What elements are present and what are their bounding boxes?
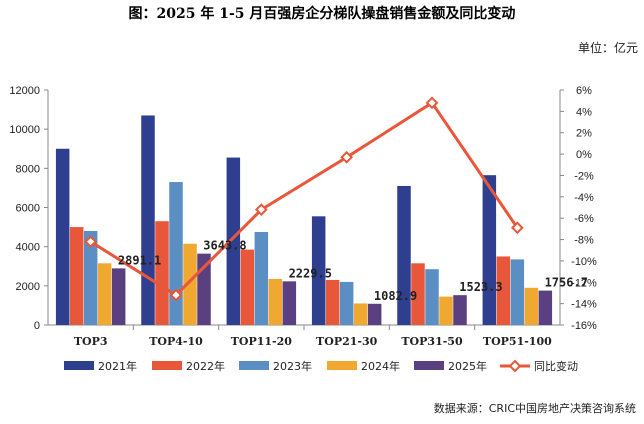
y-right-tick-label: -2% (574, 170, 594, 182)
legend-label: 2025年 (448, 359, 487, 373)
y-right-tick-label: 0% (576, 149, 592, 161)
legend-swatch-marker (508, 359, 522, 373)
y-left-tick-label: 4000 (16, 242, 40, 254)
y-right-tick-label: -4% (574, 192, 594, 204)
data-labels: 2891.1 3643.8 2229.5 1082.9 1523.3 1756.7 (118, 239, 588, 303)
y-right-tick-label: 2% (576, 128, 592, 140)
x-category-label: TOP21-30 (316, 335, 378, 348)
y-right-tick-label: -6% (574, 213, 594, 225)
yoy-marker-TOP11-20 (254, 203, 268, 217)
legend-swatch-2025年 (414, 361, 444, 370)
x-category-label: TOP51-100 (483, 335, 552, 348)
bar-2023年-TOP21-30 (339, 281, 354, 325)
legend-label: 2022年 (186, 359, 225, 373)
bar-2022年-TOP51-100 (496, 256, 511, 325)
x-category-label: TOP4-10 (149, 335, 203, 348)
bar-2024年-TOP11-20 (268, 278, 283, 325)
x-category-label: TOP3 (74, 335, 108, 348)
bar-2024年-TOP31-50 (439, 296, 453, 325)
bar-2021年-TOP51-100 (482, 175, 497, 325)
bar-2025年-TOP11-20 (282, 281, 297, 325)
legend-swatch-2022年 (152, 361, 182, 370)
bar-2023年-TOP3 (83, 231, 98, 325)
data-label: 1523.3 (459, 280, 502, 294)
y-right-tick-label: 6% (576, 85, 592, 97)
yoy-marker-TOP51-100 (510, 221, 524, 235)
bar-2025年-TOP31-50 (453, 295, 467, 325)
bar-2025年-TOP21-30 (367, 303, 382, 325)
bar-2025年-TOP51-100 (538, 290, 553, 325)
bar-2023年-TOP11-20 (254, 231, 269, 325)
bar-2021年-TOP21-30 (311, 216, 326, 325)
y-right-tick-label: 4% (576, 106, 592, 118)
y-right-tick-label: -10% (571, 256, 597, 268)
bar-2024年-TOP51-100 (524, 287, 539, 325)
legend-swatch-2021年 (64, 361, 94, 370)
yoy-marker-TOP31-50 (425, 96, 439, 110)
bar-2024年-TOP21-30 (353, 303, 368, 325)
bar-2024年-TOP3 (97, 263, 112, 325)
bar-2021年-TOP11-20 (226, 157, 241, 325)
yoy-marker-TOP3 (84, 235, 98, 249)
data-label: 1082.9 (374, 289, 417, 303)
bar-2023年-TOP4-10 (169, 182, 183, 325)
y-left-tick-label: 10000 (9, 124, 40, 136)
yoy-line-path (89, 101, 519, 297)
bar-2022年-TOP3 (69, 227, 84, 325)
yoy-marker-TOP4-10 (169, 288, 183, 302)
bar-2025年-TOP3 (111, 268, 126, 325)
bar-2022年-TOP4-10 (155, 221, 169, 325)
bar-2022年-TOP21-30 (325, 279, 340, 325)
legend-swatch-2024年 (327, 361, 357, 370)
yoy-line (84, 96, 524, 302)
legend: 2021年 2022年 2023年 2024年 2025年 同比变动 (64, 359, 578, 373)
bar-2021年-TOP4-10 (141, 115, 155, 325)
y-left-tick-label: 0 (34, 320, 40, 332)
bar-2024年-TOP4-10 (183, 243, 197, 325)
unit-label: 单位：亿元 (578, 40, 638, 55)
data-label: 2891.1 (118, 253, 161, 267)
y-left-tick-label: 2000 (16, 281, 40, 293)
y-right-tick-label: -14% (571, 299, 597, 311)
y-left-tick-label: 8000 (16, 163, 40, 175)
bar-2023年-TOP31-50 (425, 269, 439, 325)
y-right-tick-label: -8% (574, 235, 594, 247)
data-label: 3643.8 (203, 239, 246, 253)
legend-label: 2021年 (98, 359, 137, 373)
bars (55, 115, 553, 325)
bar-2023年-TOP51-100 (510, 259, 525, 325)
legend-swatch-2023年 (239, 361, 269, 370)
axes: 0 2000 4000 6000 8000 10000 12000 -16% -14% -12% -… (9, 85, 597, 348)
yoy-marker-TOP21-30 (340, 150, 354, 164)
y-left-tick-label: 6000 (16, 203, 40, 215)
source-note: 数据来源：CRIC中国房地产决策咨询系统 (434, 401, 636, 415)
data-label: 2229.5 (289, 266, 332, 280)
x-category-label: TOP11-20 (231, 335, 293, 348)
y-right-tick-label: -16% (571, 320, 597, 332)
bar-2021年-TOP3 (55, 148, 70, 325)
bar-2021年-TOP31-50 (397, 185, 411, 325)
data-label: 1756.7 (545, 276, 588, 290)
legend-label: 2023年 (273, 359, 312, 373)
bar-2022年-TOP11-20 (240, 249, 255, 325)
x-category-label: TOP31-50 (401, 335, 463, 348)
y-left-tick-label: 12000 (9, 85, 40, 97)
legend-label: 同比变动 (534, 359, 578, 373)
legend-label: 2024年 (361, 359, 400, 373)
bar-2022年-TOP31-50 (411, 263, 425, 325)
y-right-tick-label: -12% (571, 277, 597, 289)
chart-title: 图：2025 年 1-5 月百强房企分梯队操盘销售金额及同比变动 (129, 5, 516, 22)
